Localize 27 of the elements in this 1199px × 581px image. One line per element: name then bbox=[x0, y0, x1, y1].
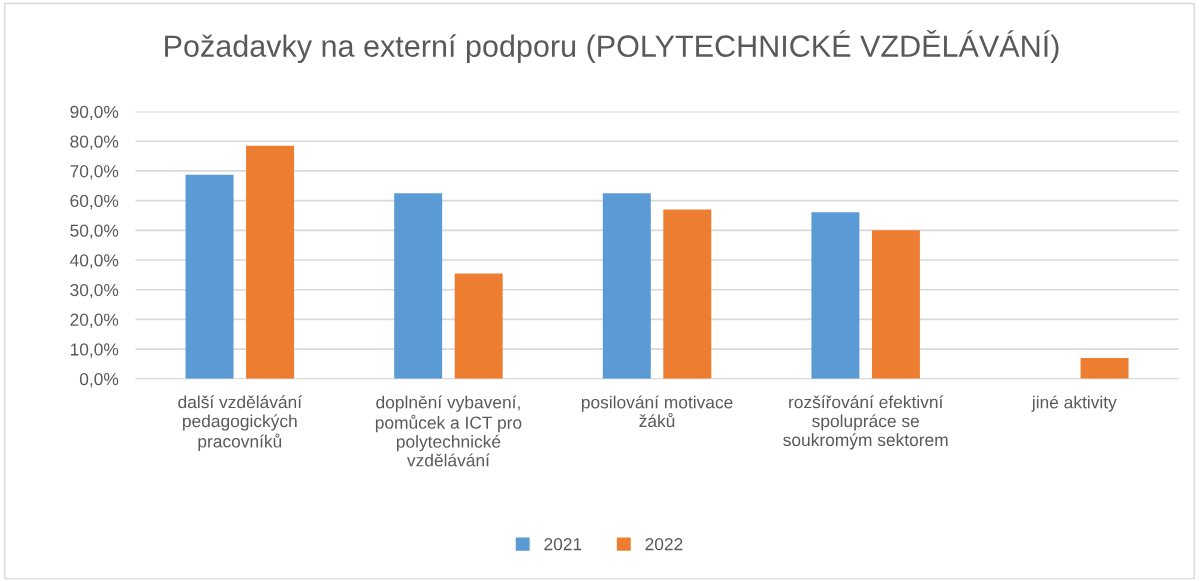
y-tick-label: 20,0% bbox=[70, 313, 119, 328]
y-tick-label: 80,0% bbox=[70, 135, 119, 150]
legend-label: 2021 bbox=[544, 538, 582, 551]
chart-title: Požadavky na externí podporu (POLYTECHNICKÉ VZDĚLÁVÁNÍ) bbox=[165, 29, 1059, 63]
x-tick-label: rozšířování efektivní spolupráce se soukromým sektorem bbox=[783, 395, 948, 450]
bar bbox=[663, 209, 712, 379]
y-tick-label: 10,0% bbox=[70, 343, 119, 358]
bar bbox=[246, 145, 295, 379]
x-tick-label: posilování motivace žáků bbox=[581, 395, 733, 428]
y-tick-label: 70,0% bbox=[70, 165, 119, 180]
bar bbox=[602, 193, 651, 379]
x-tick-label: doplnění vybavení, pomůcek a ICT pro polytechnické vzdělávání bbox=[375, 395, 522, 467]
bar bbox=[394, 193, 443, 379]
x-tick-label: jiné aktivity bbox=[1031, 395, 1117, 412]
x-tick-label: další vzdělávání pedagogických pracovníků bbox=[178, 395, 302, 451]
y-tick-label: 90,0% bbox=[70, 105, 119, 121]
bar bbox=[185, 174, 234, 379]
bar bbox=[454, 273, 503, 379]
y-tick-label: 40,0% bbox=[69, 254, 119, 269]
y-tick-label: 60,0% bbox=[70, 194, 119, 210]
y-tick-label: 30,0% bbox=[70, 283, 119, 299]
bar bbox=[811, 212, 860, 379]
y-tick-label: 0,0% bbox=[79, 372, 119, 388]
bar bbox=[871, 230, 920, 379]
y-tick-label: 50,0% bbox=[70, 224, 119, 239]
bar bbox=[1080, 358, 1129, 379]
legend-label: 2022 bbox=[645, 538, 683, 551]
